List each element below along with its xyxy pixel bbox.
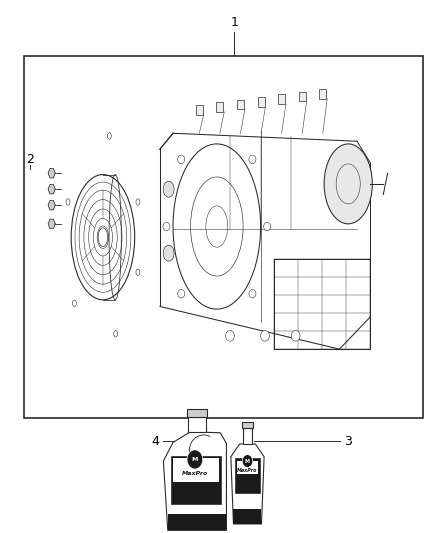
Ellipse shape xyxy=(107,133,111,139)
Polygon shape xyxy=(48,168,55,178)
Text: MaxPro: MaxPro xyxy=(182,471,208,476)
Circle shape xyxy=(249,155,256,164)
Ellipse shape xyxy=(136,269,140,276)
Ellipse shape xyxy=(136,199,140,205)
Text: 2: 2 xyxy=(26,154,34,166)
Circle shape xyxy=(163,222,170,231)
Ellipse shape xyxy=(324,144,372,224)
Ellipse shape xyxy=(66,199,70,205)
Bar xyxy=(258,97,265,107)
Bar xyxy=(168,514,226,530)
Bar xyxy=(237,100,244,109)
Bar xyxy=(216,102,223,112)
Bar xyxy=(319,89,326,99)
Polygon shape xyxy=(48,200,55,210)
Ellipse shape xyxy=(163,181,174,197)
Circle shape xyxy=(178,289,185,298)
Polygon shape xyxy=(163,432,226,530)
Bar xyxy=(196,105,203,115)
Bar xyxy=(187,409,207,417)
Circle shape xyxy=(242,455,253,467)
Circle shape xyxy=(187,450,203,469)
Bar xyxy=(171,456,221,504)
Circle shape xyxy=(291,330,300,341)
Bar xyxy=(235,458,260,493)
Circle shape xyxy=(178,155,185,164)
Ellipse shape xyxy=(114,330,118,337)
Bar xyxy=(299,92,306,101)
Polygon shape xyxy=(48,184,55,194)
Polygon shape xyxy=(231,444,264,524)
Bar xyxy=(24,56,423,418)
Text: 4: 4 xyxy=(152,435,159,448)
Text: M: M xyxy=(192,457,198,462)
Bar xyxy=(242,422,253,428)
Bar xyxy=(173,458,219,482)
Bar xyxy=(243,428,252,444)
Polygon shape xyxy=(48,219,55,229)
Bar xyxy=(237,461,258,474)
Bar xyxy=(233,509,261,524)
Ellipse shape xyxy=(72,300,76,306)
Ellipse shape xyxy=(163,245,174,261)
Text: MaxPro: MaxPro xyxy=(237,468,258,473)
Circle shape xyxy=(261,330,269,341)
Text: 1: 1 xyxy=(230,17,238,29)
Text: M: M xyxy=(245,458,250,464)
Circle shape xyxy=(226,330,234,341)
Text: 3: 3 xyxy=(344,435,352,448)
Bar xyxy=(188,417,206,432)
Circle shape xyxy=(264,222,271,231)
Bar xyxy=(278,94,285,104)
Circle shape xyxy=(249,289,256,298)
